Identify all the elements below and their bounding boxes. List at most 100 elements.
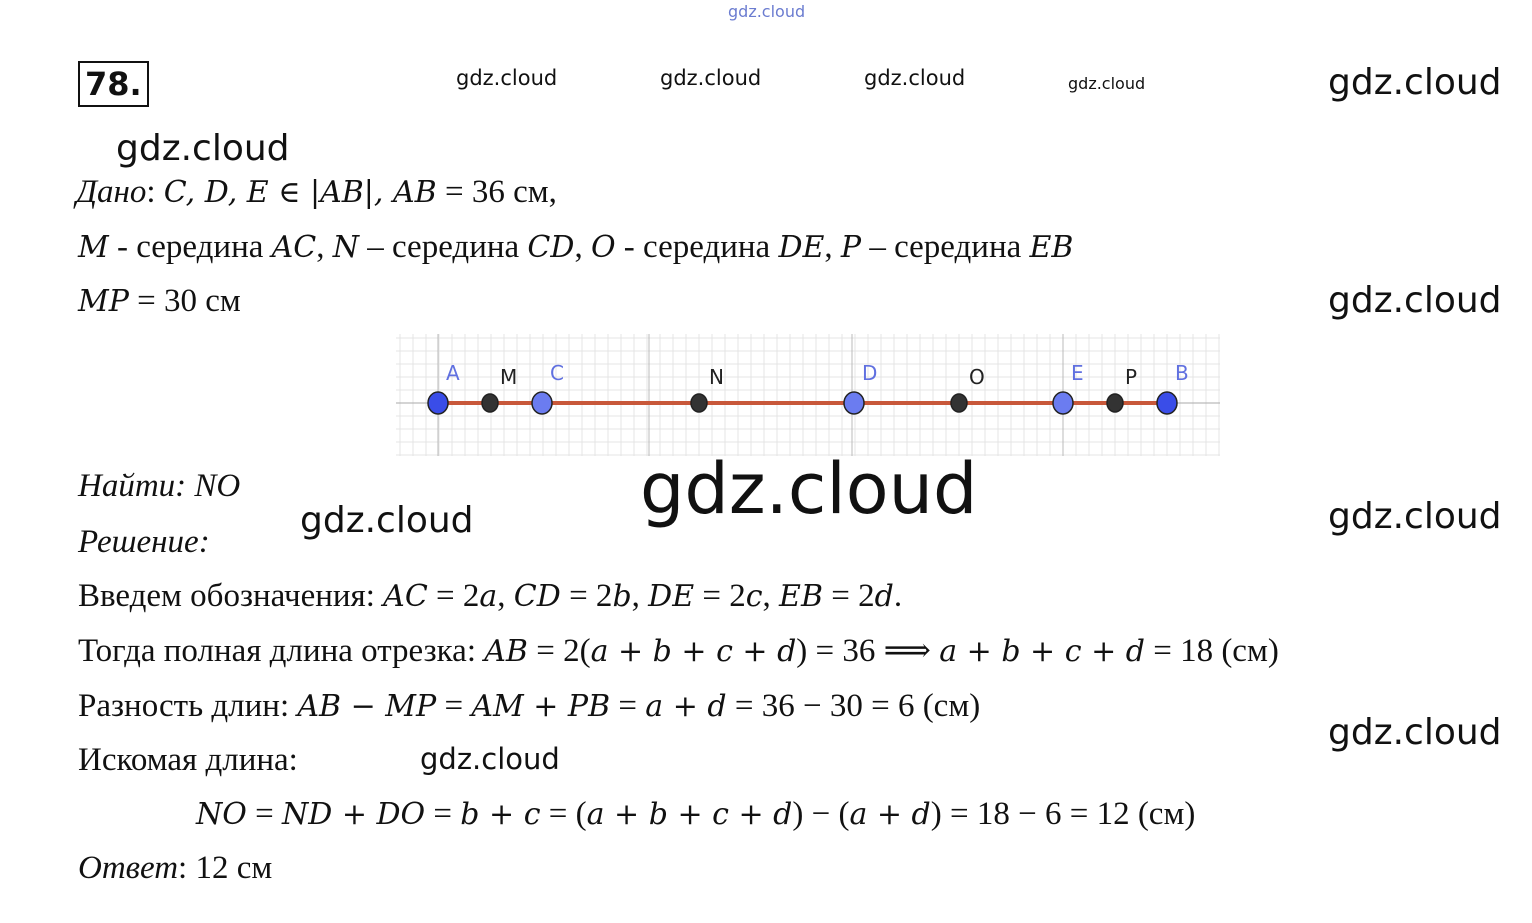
text-line: Введем обозначения: AC = 2a, CD = 2b, DE… <box>78 580 902 613</box>
text-segment: = <box>610 688 646 724</box>
point-label-C: C <box>550 361 564 385</box>
text-segment: b + c <box>460 797 541 832</box>
text-segment: , <box>497 578 514 614</box>
watermark: gdz.cloud <box>300 500 474 541</box>
watermark: gdz.cloud <box>640 448 978 530</box>
text-segment: a + d <box>645 689 727 724</box>
watermark: gdz.cloud <box>1328 712 1502 753</box>
watermark: gdz.cloud <box>1068 74 1146 93</box>
text-segment: ) − ( <box>792 796 850 832</box>
problem-number: 78. <box>78 61 149 107</box>
text-line: MP = 30 см <box>78 285 241 318</box>
point-D <box>843 391 865 415</box>
text-segment: - середина <box>615 229 779 265</box>
text-segment: = 18 (см) <box>1144 633 1279 669</box>
text-segment: , <box>316 229 333 265</box>
text-line: Решение: <box>78 526 210 559</box>
text-line: Ответ: 12 см <box>78 852 272 885</box>
text-segment: AM + PB <box>471 689 611 724</box>
text-segment: Искомая длина: <box>78 742 298 778</box>
text-segment: EB <box>779 579 823 614</box>
text-segment: = 2 <box>823 578 875 614</box>
text-segment: Введем обозначения: <box>78 578 384 614</box>
text-segment: , <box>574 229 591 265</box>
text-segment: = 36 см, <box>436 174 557 210</box>
text-segment: a <box>479 579 498 614</box>
watermark: gdz.cloud <box>1328 280 1502 321</box>
text-line: Найти: NO <box>78 470 240 503</box>
text-segment: Дано <box>76 174 147 210</box>
point-label-E: E <box>1071 361 1084 385</box>
text-segment: = <box>425 796 461 832</box>
text-segment: DE <box>778 230 825 265</box>
text-line: Тогда полная длина отрезка: AB = 2(a + b… <box>78 635 1279 668</box>
text-segment: MP <box>78 284 129 319</box>
point-label-N: N <box>709 365 724 389</box>
text-segment: c <box>745 579 763 614</box>
text-segment: = 2( <box>527 633 591 669</box>
text-line: Разность длин: AB − MP = AM + PB = a + d… <box>78 690 980 723</box>
text-segment: a + d <box>849 797 931 832</box>
watermark: gdz.cloud <box>456 66 558 90</box>
text-segment: AB − MP <box>297 689 437 724</box>
text-line: NO = ND + DO = b + c = (a + b + c + d) −… <box>196 798 1195 831</box>
text-segment: CD <box>527 230 575 265</box>
text-segment: DE <box>648 579 695 614</box>
text-segment: Ответ <box>78 850 179 886</box>
text-segment: P <box>840 230 862 265</box>
point-E <box>1052 391 1074 415</box>
text-segment: NO <box>196 797 247 832</box>
text-segment: = ( <box>540 796 587 832</box>
text-segment: : 12 см <box>178 850 273 886</box>
point-label-M: M <box>500 365 517 389</box>
point-C <box>531 391 553 415</box>
point-O <box>950 393 968 413</box>
watermark: gdz.cloud <box>728 2 806 21</box>
text-segment: = 30 см <box>128 283 241 319</box>
text-segment: a + b + c + d <box>586 797 793 832</box>
text-segment: AC <box>383 579 428 614</box>
watermark: gdz.cloud <box>1328 496 1502 537</box>
text-segment: AB <box>484 634 528 669</box>
point-label-D: D <box>862 361 877 385</box>
text-segment: = 2 <box>427 578 480 614</box>
point-label-A: A <box>446 361 460 385</box>
text-line: Искомая длина: <box>78 744 298 777</box>
text-segment: AC <box>271 230 317 265</box>
point-label-P: P <box>1125 365 1137 389</box>
watermark: gdz.cloud <box>1328 62 1502 103</box>
text-segment: EB <box>1029 230 1074 265</box>
text-segment: , <box>762 578 780 614</box>
text-segment: N <box>332 230 359 265</box>
text-segment: = 36 − 30 = 6 (см) <box>726 688 981 724</box>
text-segment: - середина <box>108 229 272 265</box>
point-N <box>690 393 708 413</box>
text-segment: = <box>436 688 472 724</box>
text-segment: = <box>246 796 282 832</box>
text-line: Дано: C, D, E ∈ |AB|, AB = 36 см, <box>76 176 557 209</box>
watermark: gdz.cloud <box>116 128 290 169</box>
text-segment: Найти: NO <box>78 468 241 504</box>
text-segment: ND + DO <box>281 797 426 832</box>
text-line: M - середина AC, N – середина CD, O - се… <box>78 231 1073 264</box>
point-label-O: O <box>969 365 985 389</box>
text-segment: ) = 18 − 6 = 12 (см) <box>930 796 1196 832</box>
point-label-B: B <box>1175 361 1189 385</box>
point-A <box>427 391 449 415</box>
watermark: gdz.cloud <box>864 66 966 90</box>
text-segment: – середина <box>861 229 1030 265</box>
text-segment: = 2 <box>560 578 613 614</box>
point-B <box>1156 391 1178 415</box>
text-segment: , <box>631 578 649 614</box>
text-segment: . <box>893 578 903 614</box>
text-segment: Тогда полная длина отрезка: <box>78 633 485 669</box>
text-segment: CD <box>513 579 561 614</box>
text-segment: Разность длин: <box>78 688 298 724</box>
point-P <box>1106 393 1124 413</box>
text-segment: O <box>590 230 616 265</box>
text-segment: C, D, E ∈ |AB|, AB <box>163 175 437 210</box>
point-M <box>481 393 499 413</box>
text-segment: a + b + c + d <box>590 634 797 669</box>
text-segment: ) = 36 ⟹ <box>796 633 940 669</box>
